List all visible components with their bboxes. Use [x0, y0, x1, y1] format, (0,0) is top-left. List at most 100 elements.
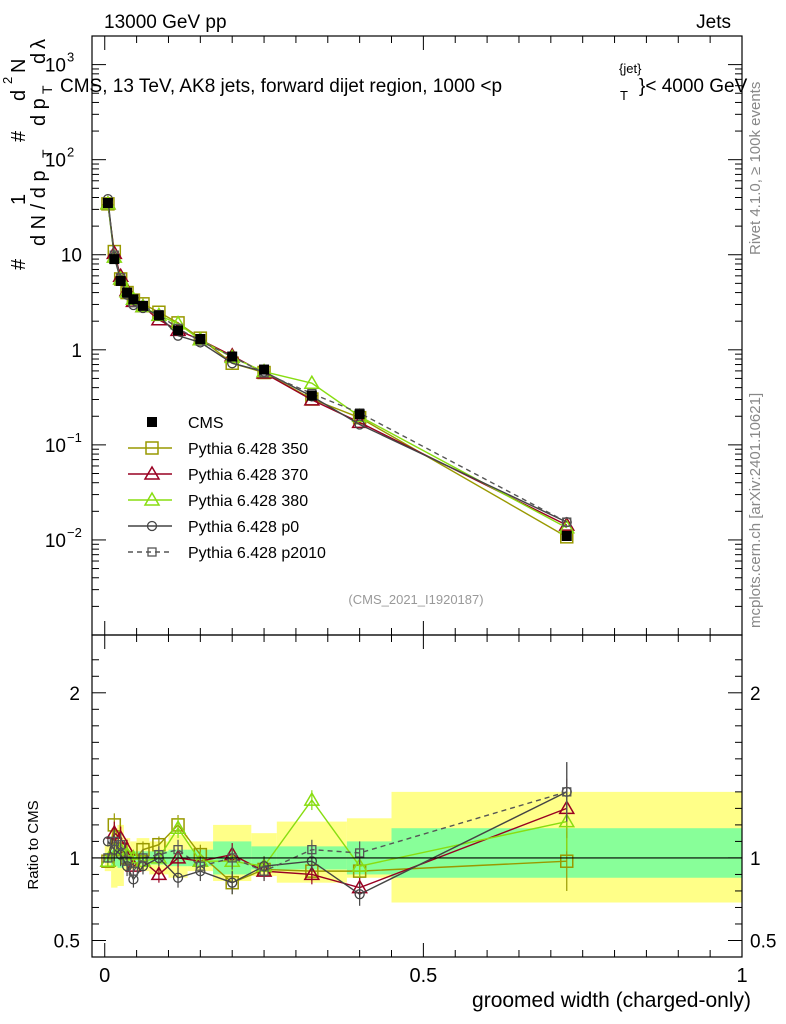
- header-left: 13000 GeV pp: [104, 12, 227, 33]
- y-tick-label-exponent: 2: [67, 145, 74, 160]
- series-point-ratio: [351, 857, 368, 872]
- series-line-main: [107, 203, 568, 526]
- y-tick-label: 10: [45, 151, 66, 172]
- cms-data: [102, 198, 572, 542]
- series-point-ratio: [154, 849, 164, 860]
- y-tick-label: 1: [71, 341, 82, 362]
- ratio-y-tick-label: 0.5: [54, 931, 80, 952]
- series-point-ratio: [354, 889, 365, 900]
- legend-label: Pythia 6.428 370: [188, 467, 308, 484]
- series-point-ratio: [172, 872, 184, 883]
- ratio-y-tick-label: 2: [69, 684, 80, 705]
- series-4: [103, 198, 572, 882]
- svg-text:d: d: [8, 90, 30, 101]
- legend-marker: [147, 417, 157, 427]
- legend-item: Pythia 6.428 370: [128, 465, 308, 484]
- ratio-y-axis-label: Ratio to CMS: [25, 800, 42, 889]
- header-right: Jets: [696, 12, 731, 33]
- series-point-ratio: [354, 848, 365, 858]
- cms-data-point: [561, 531, 572, 542]
- ratio-y-tick-label-right: 2: [750, 684, 761, 705]
- legend-item: Pythia 6.428 350: [128, 441, 308, 458]
- series-line-ratio: [107, 791, 567, 873]
- series-point-ratio: [169, 819, 187, 834]
- main-y-axis-label: # 1 d N / d p T # d p T d 2 N d λ: [0, 39, 55, 270]
- series-point-ratio: [122, 856, 132, 866]
- y-tick-label: 10: [45, 56, 66, 77]
- x-tick-label: 1: [736, 965, 747, 987]
- series-point-ratio: [195, 861, 205, 871]
- series-point-ratio: [128, 866, 139, 876]
- cms-data-point: [115, 275, 126, 286]
- y-tick-label-exponent: 3: [67, 50, 74, 65]
- cms-data-point: [259, 364, 270, 375]
- svg-text:#: #: [8, 130, 30, 142]
- ratio-y-tick-label: 1: [69, 849, 80, 870]
- mcplots-label: mcplots.cern.ch [arXiv:2401.10621]: [747, 393, 764, 628]
- legend-label: CMS: [188, 415, 224, 432]
- y-tick-label-exponent: −2: [67, 525, 82, 540]
- ratio-panel-frame: [91, 634, 743, 958]
- legend-item: Pythia 6.428 p0: [128, 519, 299, 536]
- series-point-ratio: [109, 836, 119, 847]
- svg-text:N: N: [8, 59, 30, 73]
- cms-data-point: [306, 390, 317, 401]
- series-point-ratio: [558, 813, 576, 828]
- x-tick-label: 0: [99, 965, 110, 987]
- plot-title-sub: T: [620, 88, 628, 103]
- svg-text:T: T: [39, 149, 55, 158]
- svg-text:T: T: [39, 85, 55, 94]
- legend-marker: [146, 520, 158, 532]
- legend-item: CMS: [147, 415, 224, 432]
- rivet-label: Rivet 4.1.0, ≥ 100k events: [747, 82, 764, 255]
- series-point-main: [354, 419, 365, 430]
- series-point-ratio: [307, 845, 317, 855]
- legend-label: Pythia 6.428 350: [188, 441, 308, 458]
- plot-title-end: }< 4000 GeV: [639, 76, 748, 97]
- series-point-ratio: [173, 845, 183, 855]
- legend-marker: [147, 547, 157, 557]
- cms-data-point: [137, 300, 148, 311]
- legend-label: Pythia 6.428 p2010: [188, 545, 326, 562]
- series-point-ratio: [169, 849, 187, 864]
- series-point-ratio: [227, 877, 238, 888]
- legend-item: Pythia 6.428 380: [128, 491, 308, 510]
- cms-data-point: [173, 325, 184, 336]
- plot-title: CMS, 13 TeV, AK8 jets, forward dijet reg…: [60, 61, 748, 103]
- svg-text:d: d: [28, 53, 50, 64]
- cms-data-point: [109, 254, 120, 265]
- cms-data-point: [128, 294, 139, 305]
- series-point-ratio: [116, 840, 126, 850]
- cms-data-point: [354, 409, 365, 420]
- cms-data-point: [122, 287, 133, 298]
- series-point-ratio: [259, 866, 269, 876]
- svg-text:d N / d p: d N / d p: [28, 170, 50, 246]
- legend-label: Pythia 6.428 380: [188, 493, 308, 510]
- y-tick-label-exponent: −1: [67, 430, 82, 445]
- legend-label: Pythia 6.428 p0: [188, 519, 299, 536]
- plot-title-main: CMS, 13 TeV, AK8 jets, forward dijet reg…: [60, 76, 502, 97]
- legend-marker: [143, 491, 161, 506]
- series-line-ratio: [107, 791, 568, 896]
- x-tick-label: 0.5: [409, 965, 437, 987]
- svg-text:2: 2: [0, 77, 15, 84]
- x-axis-label: groomed width (charged-only): [472, 989, 751, 1012]
- ratio-y-tick-label-right: 1: [750, 849, 761, 870]
- y-tick-label: 10: [45, 531, 66, 552]
- series-point-ratio: [303, 791, 321, 806]
- legend-item: Pythia 6.428 p2010: [128, 545, 326, 562]
- series-line-main: [107, 199, 568, 523]
- series-point-ratio: [102, 836, 114, 847]
- analysis-id: (CMS_2021_I1920187): [348, 592, 483, 607]
- svg-text:#: #: [8, 258, 30, 270]
- series-0: [101, 197, 574, 895]
- cms-data-point: [102, 198, 113, 209]
- series-line-ratio: [107, 807, 568, 889]
- svg-text:λ: λ: [28, 39, 50, 49]
- series-line-main: [107, 203, 568, 529]
- series-2: [99, 195, 576, 878]
- svg-text:1: 1: [8, 194, 30, 205]
- cms-data-point: [153, 310, 164, 321]
